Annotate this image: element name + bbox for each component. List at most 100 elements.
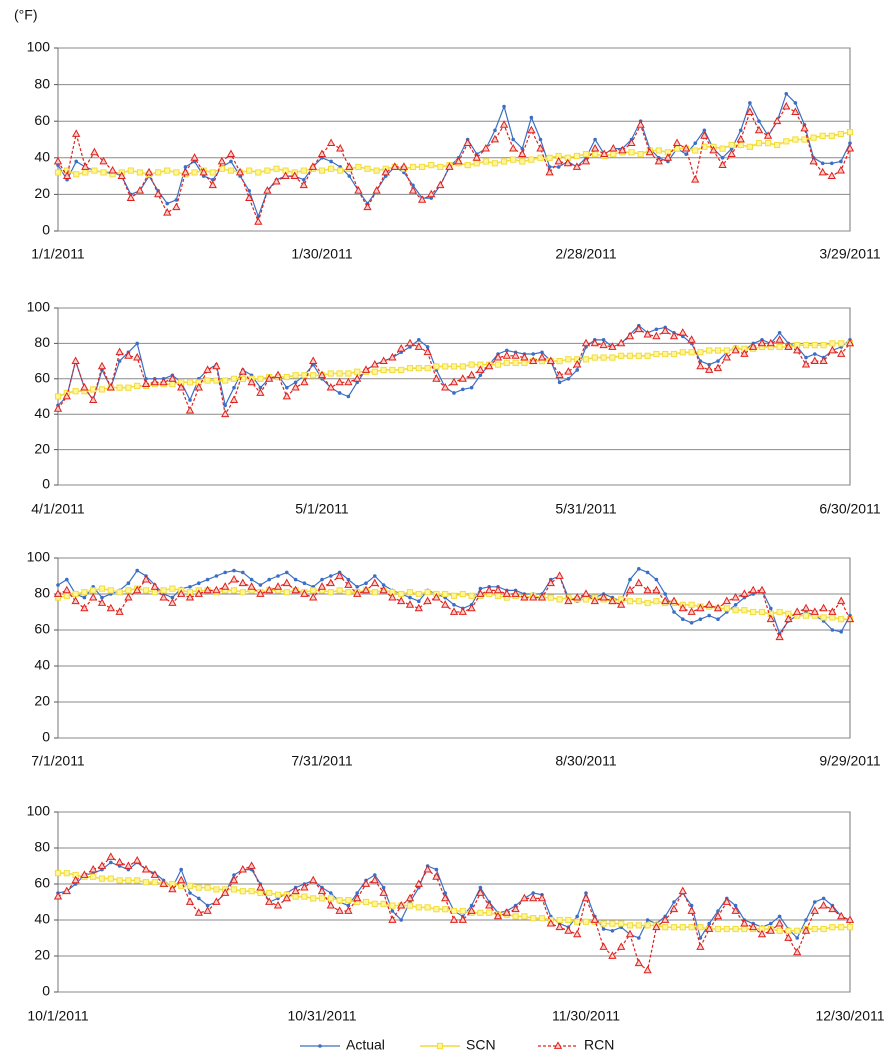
scn-marker <box>54 169 62 176</box>
rcn-marker <box>408 186 418 194</box>
y-tick-label: 60 <box>34 370 50 386</box>
rcn-marker <box>627 138 636 147</box>
rcn-marker <box>696 361 705 370</box>
actual-marker <box>346 394 351 399</box>
rcn-marker <box>326 383 335 391</box>
actual-marker <box>276 574 280 578</box>
rcn-marker <box>590 338 599 347</box>
rcn-marker <box>827 171 836 179</box>
scn-marker <box>609 354 616 361</box>
actual-marker <box>355 585 360 589</box>
actual-marker <box>540 350 544 355</box>
scn-marker <box>582 918 590 925</box>
actual-marker <box>839 159 843 164</box>
y-tick-label: 100 <box>27 549 51 565</box>
scn-marker <box>473 160 480 167</box>
rcn-marker <box>828 345 837 354</box>
y-tick-label: 60 <box>34 875 50 891</box>
actual-marker <box>320 577 324 582</box>
rcn-marker <box>361 879 371 887</box>
series <box>53 571 855 641</box>
rcn-marker <box>300 589 309 597</box>
rcn-marker <box>265 374 274 382</box>
scn-marker <box>437 163 444 171</box>
actual-marker <box>267 577 272 582</box>
y-tick-label: 0 <box>42 222 50 238</box>
actual-marker <box>197 581 201 585</box>
actual-marker <box>381 583 386 587</box>
rcn-marker <box>133 585 142 594</box>
scn-marker <box>310 372 317 379</box>
rcn-marker <box>634 578 643 587</box>
rcn-marker <box>168 884 177 893</box>
rcn-marker <box>159 377 168 386</box>
rcn-marker <box>700 131 709 139</box>
rcn-marker <box>53 589 63 597</box>
actual-marker <box>502 104 506 109</box>
scn-marker <box>592 151 599 158</box>
rcn-marker <box>458 915 467 923</box>
rcn-marker <box>141 574 151 583</box>
actual-marker <box>672 900 676 904</box>
rcn-marker <box>467 906 476 914</box>
rcn-marker <box>81 162 90 170</box>
scn-marker <box>428 162 435 169</box>
scn-marker <box>764 140 772 147</box>
rcn-marker <box>828 607 837 615</box>
scn-marker <box>345 370 352 377</box>
rcn-marker <box>124 861 133 869</box>
scn-marker <box>127 167 134 174</box>
actual-marker <box>329 891 333 895</box>
scn-marker <box>670 924 678 931</box>
rcn-marker <box>705 365 714 373</box>
rcn-marker <box>272 176 281 185</box>
scn-marker <box>706 347 713 354</box>
actual-marker <box>478 586 483 591</box>
scn-marker <box>628 149 635 156</box>
scn-marker <box>266 889 273 897</box>
scn-marker <box>424 365 431 372</box>
scn-marker <box>345 589 352 596</box>
rcn-marker <box>669 904 679 913</box>
series-line <box>57 568 851 635</box>
scn-marker <box>136 169 144 176</box>
rcn-marker <box>89 864 98 873</box>
scn-marker <box>609 920 616 927</box>
rcn-marker <box>317 370 327 379</box>
actual-marker <box>748 101 752 105</box>
rcn-marker <box>511 589 520 597</box>
rcn-marker <box>463 138 472 147</box>
plot-area <box>57 557 851 739</box>
rcn-marker <box>518 149 527 158</box>
rcn-marker <box>309 592 318 601</box>
scn-marker <box>512 913 519 920</box>
scn-marker <box>785 927 792 934</box>
rcn-marker <box>705 600 714 608</box>
rcn-marker <box>163 208 172 216</box>
actual-marker <box>373 873 377 877</box>
rcn-marker <box>713 911 723 920</box>
scn-marker <box>142 587 150 594</box>
scn-marker <box>828 132 835 139</box>
rcn-marker <box>563 158 572 167</box>
rcn-marker <box>388 915 397 923</box>
x-tick-label: 5/31/2011 <box>555 501 616 517</box>
rcn-marker <box>335 571 344 579</box>
rcn-marker <box>810 607 819 615</box>
scn-marker <box>776 927 783 934</box>
rcn-marker <box>727 149 736 158</box>
scn-marker <box>169 381 176 388</box>
scn-marker <box>91 167 98 174</box>
rcn-marker <box>757 585 767 594</box>
scn-marker <box>829 614 836 621</box>
actual-marker <box>249 577 254 582</box>
series <box>56 567 852 636</box>
scn-marker <box>697 349 704 356</box>
rcn-marker <box>326 578 335 587</box>
scn-marker <box>618 352 625 359</box>
actual-marker <box>584 891 588 895</box>
series <box>53 324 855 418</box>
actual-marker <box>769 921 773 926</box>
actual-marker <box>452 603 456 607</box>
scn-marker <box>519 158 526 165</box>
